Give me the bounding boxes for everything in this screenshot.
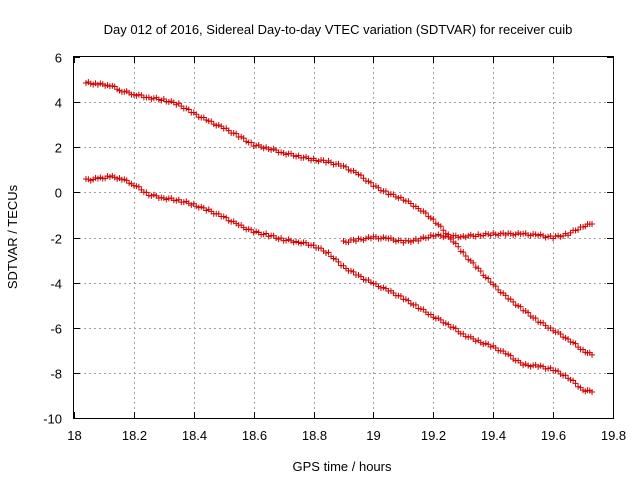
- series-track-3: [340, 220, 596, 246]
- data-point: [485, 275, 492, 282]
- data-point: [440, 227, 447, 234]
- tick-layer: [74, 57, 614, 419]
- tick-label-layer: 18 18.2 18.4 18.6 18.8 19 19.2 19.4 19.6 19.8 -10 -…: [43, 51, 626, 444]
- data-point: [405, 297, 412, 304]
- data-point: [240, 135, 247, 142]
- data-point: [412, 301, 419, 308]
- data-point: [589, 389, 596, 396]
- x-tick-label: 18.8: [302, 428, 327, 443]
- data-point: [492, 283, 499, 290]
- x-tick-label: 19.6: [541, 428, 566, 443]
- data-point: [367, 179, 374, 186]
- series-track-1: [82, 79, 596, 358]
- data-point: [502, 292, 509, 299]
- data-point: [470, 259, 477, 266]
- y-axis-label: SDTVAR / TECUs: [5, 184, 20, 289]
- data-point: [382, 188, 389, 195]
- data-point: [350, 268, 357, 275]
- data-point: [223, 214, 230, 221]
- data-point: [357, 172, 364, 179]
- data-point: [248, 139, 255, 146]
- data-point: [452, 325, 459, 332]
- x-tick-label: 19.8: [601, 428, 626, 443]
- data-point: [572, 340, 579, 347]
- data-point: [430, 216, 437, 223]
- data-point: [452, 240, 459, 247]
- data-point: [185, 106, 192, 113]
- y-tick-label: -8: [50, 367, 62, 382]
- x-tick-label: 18.2: [122, 428, 147, 443]
- data-point: [335, 258, 342, 265]
- data-point: [462, 253, 469, 260]
- data-point: [397, 293, 404, 300]
- data-point: [507, 352, 514, 359]
- grid-layer: [74, 57, 613, 418]
- y-tick-label: -2: [50, 232, 62, 247]
- y-tick-label: -4: [50, 277, 62, 292]
- x-tick-label: 19.4: [481, 428, 506, 443]
- data-point: [342, 163, 349, 170]
- x-axis-label: GPS time / hours: [293, 459, 392, 474]
- x-tick-label: 18: [67, 428, 81, 443]
- chart-title: Day 012 of 2016, Sidereal Day-to-day VTE…: [104, 22, 573, 37]
- y-tick-label: -6: [50, 322, 62, 337]
- y-tick-label: -10: [43, 412, 62, 427]
- data-point: [477, 268, 484, 275]
- data-point: [325, 249, 332, 256]
- data-point: [572, 380, 579, 387]
- data-point: [233, 130, 240, 137]
- data-point: [517, 303, 524, 310]
- y-tick-label: 4: [55, 96, 62, 111]
- data-point: [143, 189, 150, 196]
- data-point: [422, 209, 429, 216]
- x-tick-label: 19.2: [421, 428, 446, 443]
- data-point: [532, 315, 539, 322]
- x-tick-label: 18.4: [182, 428, 207, 443]
- data-point: [557, 330, 564, 337]
- data-point: [589, 351, 596, 358]
- series-track-2: [82, 172, 596, 396]
- x-tick-label: 18.6: [242, 428, 267, 443]
- data-point: [525, 309, 532, 316]
- data-point: [437, 223, 444, 230]
- data-point: [589, 220, 596, 227]
- y-tick-label: 6: [55, 51, 62, 66]
- x-tick-label: 19: [366, 428, 380, 443]
- data-point: [455, 243, 462, 250]
- y-tick-label: 2: [55, 141, 62, 156]
- plot-frame: [73, 56, 614, 419]
- data-points-layer: [82, 79, 596, 396]
- data-point: [460, 249, 467, 256]
- data-point: [135, 183, 142, 190]
- y-tick-label: 0: [55, 186, 62, 201]
- data-point: [510, 298, 517, 305]
- data-point: [562, 372, 569, 379]
